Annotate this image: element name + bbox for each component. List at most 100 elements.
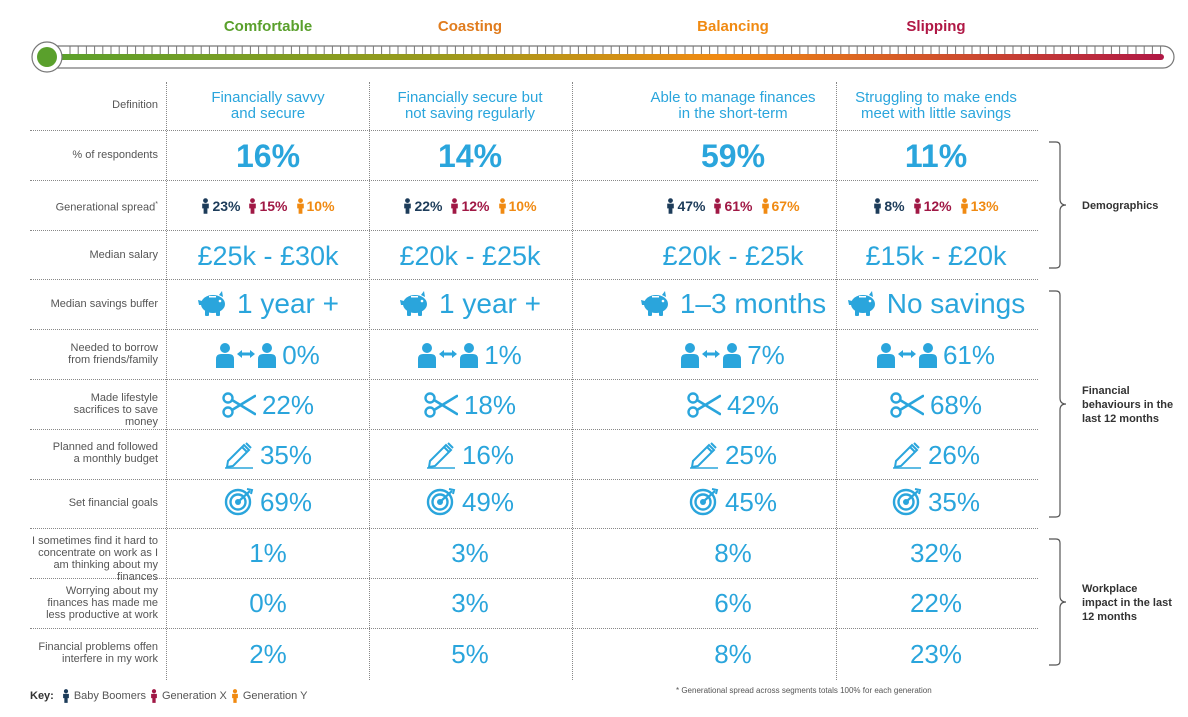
cell-productive: 22% bbox=[836, 585, 1036, 621]
interfere-value: 5% bbox=[451, 638, 489, 669]
row-label-generational: Generational spread* bbox=[55, 201, 158, 214]
borrow-value: 61% bbox=[942, 339, 996, 370]
gen-boomers-value: 23% bbox=[212, 198, 241, 214]
borrow-value: 7% bbox=[747, 339, 785, 370]
productive-value: 0% bbox=[249, 587, 287, 618]
cell-concentrate: 32% bbox=[836, 535, 1036, 571]
piggy-bank-icon bbox=[399, 291, 433, 317]
person-icon bbox=[201, 198, 210, 214]
person-icon bbox=[62, 689, 70, 703]
gen-x-value: 15% bbox=[259, 198, 288, 214]
segment-title-coasting: Coasting bbox=[437, 18, 503, 35]
key-gen-x: Generation X bbox=[162, 690, 227, 702]
demographics-label: Demographics bbox=[1082, 200, 1159, 212]
goals-value: 49% bbox=[461, 486, 515, 517]
piggy-bank-icon bbox=[640, 291, 674, 317]
productive-value: 22% bbox=[909, 587, 963, 618]
cell-salary: £15k - £20k bbox=[836, 238, 1036, 274]
row-divider bbox=[30, 628, 1038, 629]
savings-value: 1–3 months bbox=[679, 288, 827, 319]
people-exchange-icon bbox=[876, 342, 937, 368]
cell-salary: £20k - £25k bbox=[633, 238, 833, 274]
cell-respondents: 11% bbox=[836, 136, 1036, 176]
target-icon bbox=[892, 487, 922, 517]
cell-definition: Financially savvy and secure bbox=[168, 88, 368, 124]
goals-value: 35% bbox=[927, 486, 981, 517]
person-icon bbox=[913, 198, 922, 214]
scissors-icon bbox=[687, 392, 721, 418]
segment-title-comfortable: Comfortable bbox=[223, 18, 313, 35]
cell-borrow: 61% bbox=[836, 337, 1036, 373]
segment-title-balancing: Balancing bbox=[697, 18, 769, 35]
person-icon bbox=[761, 198, 770, 214]
row-label-budget: Planned and followed a monthly budget bbox=[52, 441, 158, 465]
row-label-sacrifices: Made lifestyle sacrifices to save money bbox=[73, 392, 158, 428]
sacrifices-value: 22% bbox=[261, 389, 315, 420]
sacrifices-value: 68% bbox=[929, 389, 983, 420]
cell-budget: 25% bbox=[633, 437, 833, 473]
pencil-icon bbox=[892, 441, 922, 469]
person-icon bbox=[231, 689, 239, 703]
row-divider bbox=[30, 578, 1038, 579]
segment-title-slipping: Slipping bbox=[906, 18, 966, 35]
row-divider bbox=[30, 279, 1038, 280]
cell-goals: 69% bbox=[168, 484, 368, 520]
cell-interfere: 23% bbox=[836, 636, 1036, 672]
cell-generational: 22% 12% 10% bbox=[370, 194, 570, 218]
row-label-interfere: Financial problems offen interfere in my… bbox=[38, 641, 158, 665]
row-label-concentrate: I sometimes find it hard to concentrate … bbox=[32, 535, 158, 583]
cell-borrow: 0% bbox=[168, 337, 368, 373]
row-divider bbox=[30, 130, 1038, 131]
thermometer-scale bbox=[30, 40, 1178, 74]
person-icon bbox=[713, 198, 722, 214]
cell-budget: 16% bbox=[370, 437, 570, 473]
cell-respondents: 14% bbox=[370, 136, 570, 176]
cell-sacrifices: 22% bbox=[168, 387, 368, 423]
savings-value: 1 year + bbox=[237, 288, 339, 319]
pencil-icon bbox=[224, 441, 254, 469]
borrow-value: 0% bbox=[282, 339, 320, 370]
pencil-icon bbox=[689, 441, 719, 469]
goals-value: 69% bbox=[259, 486, 313, 517]
cell-generational: 23% 15% 10% bbox=[168, 194, 368, 218]
cell-savings: 1–3 months bbox=[633, 286, 833, 322]
cell-definition: Able to manage finances in the short-ter… bbox=[633, 88, 833, 124]
definition-text: Struggling to make ends meet with little… bbox=[855, 89, 1017, 122]
person-icon bbox=[150, 689, 158, 703]
concentrate-value: 3% bbox=[451, 537, 489, 568]
row-divider bbox=[30, 379, 1038, 380]
row-divider bbox=[30, 230, 1038, 231]
row-label-borrow: Needed to borrow from friends/family bbox=[68, 342, 158, 366]
column-divider bbox=[572, 82, 573, 680]
row-label-savings: Median savings buffer bbox=[50, 298, 158, 310]
footnote: * Generational spread across segments to… bbox=[676, 686, 932, 695]
productive-value: 6% bbox=[714, 587, 752, 618]
person-icon bbox=[296, 198, 305, 214]
gen-x-value: 12% bbox=[923, 198, 952, 214]
target-icon bbox=[426, 487, 456, 517]
definition-text: Financially secure but not saving regula… bbox=[397, 89, 543, 122]
cell-sacrifices: 18% bbox=[370, 387, 570, 423]
gen-x-value: 61% bbox=[724, 198, 753, 214]
salary-value: £20k - £25k bbox=[399, 240, 541, 271]
cell-productive: 3% bbox=[370, 585, 570, 621]
savings-value: No savings bbox=[886, 288, 1026, 319]
piggy-bank-icon bbox=[847, 291, 881, 317]
column-divider bbox=[836, 82, 837, 680]
salary-value: £15k - £20k bbox=[865, 240, 1007, 271]
gen-y-value: 10% bbox=[306, 198, 335, 214]
scissors-icon bbox=[424, 392, 458, 418]
cell-definition: Financially secure but not saving regula… bbox=[370, 88, 570, 124]
cell-goals: 35% bbox=[836, 484, 1036, 520]
cell-generational: 8% 12% 13% bbox=[836, 194, 1036, 218]
person-icon bbox=[403, 198, 412, 214]
people-exchange-icon bbox=[418, 342, 479, 368]
respondents-value: 14% bbox=[437, 137, 503, 174]
cell-definition: Struggling to make ends meet with little… bbox=[836, 88, 1036, 124]
scissors-icon bbox=[890, 392, 924, 418]
definition-text: Financially savvy and secure bbox=[211, 89, 325, 122]
savings-value: 1 year + bbox=[439, 288, 541, 319]
cell-concentrate: 1% bbox=[168, 535, 368, 571]
scissors-icon bbox=[222, 392, 256, 418]
workplace-bracket bbox=[1048, 538, 1067, 666]
